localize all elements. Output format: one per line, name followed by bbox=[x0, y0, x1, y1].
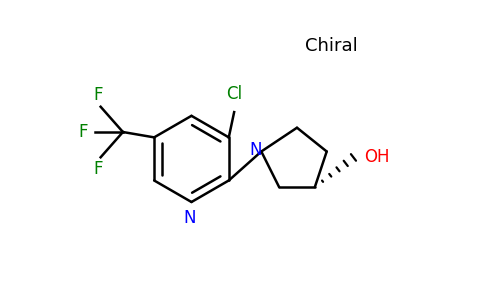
Text: F: F bbox=[93, 160, 103, 178]
Text: F: F bbox=[79, 123, 88, 141]
Text: OH: OH bbox=[364, 148, 389, 166]
Text: N: N bbox=[184, 208, 196, 226]
Text: Chiral: Chiral bbox=[305, 37, 358, 55]
Text: Cl: Cl bbox=[226, 85, 242, 103]
Text: F: F bbox=[93, 86, 103, 104]
Text: N: N bbox=[250, 141, 262, 159]
